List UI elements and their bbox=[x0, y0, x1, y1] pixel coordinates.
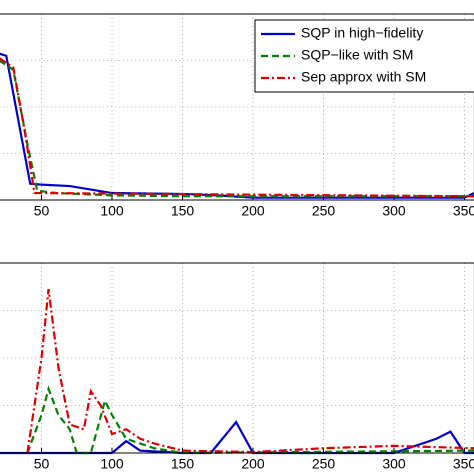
legend-label: Sep approx with SM bbox=[301, 69, 426, 85]
x-tick-label: 50 bbox=[34, 203, 50, 219]
plot-frame bbox=[0, 13, 474, 201]
series-line bbox=[0, 57, 474, 198]
x-tick-label: 250 bbox=[312, 456, 336, 472]
series-line bbox=[0, 420, 474, 455]
legend-label: SQP−like with SM bbox=[301, 47, 413, 63]
plot-frame bbox=[0, 262, 474, 454]
series-line bbox=[26, 385, 474, 455]
series-line bbox=[0, 59, 474, 198]
x-tick-label: 350 bbox=[453, 203, 474, 219]
legend-box bbox=[254, 19, 474, 93]
x-tick-label: 150 bbox=[171, 456, 195, 472]
x-tick-label: 350 bbox=[453, 456, 474, 472]
series-line bbox=[26, 288, 474, 454]
x-tick-label: 200 bbox=[241, 456, 265, 472]
x-tick-label: 300 bbox=[382, 456, 406, 472]
x-tick-label: 150 bbox=[171, 203, 195, 219]
x-tick-label: 100 bbox=[100, 456, 124, 472]
x-tick-label: 200 bbox=[241, 203, 265, 219]
x-tick-label: 300 bbox=[382, 203, 406, 219]
x-tick-label: 250 bbox=[312, 203, 336, 219]
x-tick-label: 50 bbox=[34, 456, 50, 472]
series-line bbox=[0, 52, 474, 199]
legend-label: SQP in high−fidelity bbox=[301, 25, 423, 41]
x-tick-label: 100 bbox=[100, 203, 124, 219]
